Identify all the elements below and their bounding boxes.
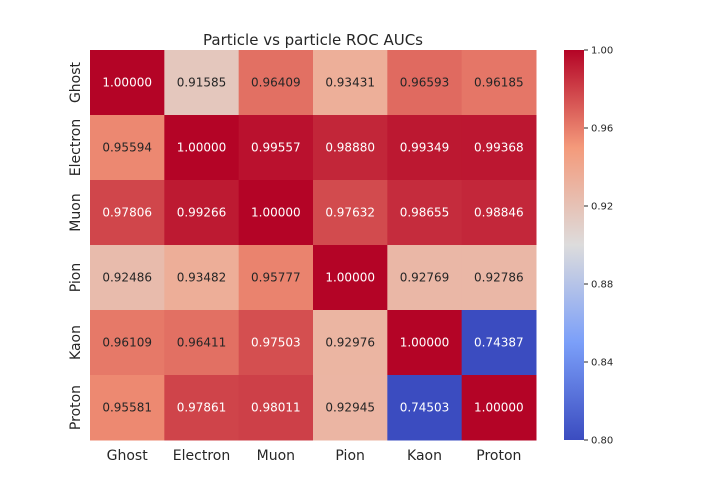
cell-value-label: 1.00000 [400, 336, 450, 350]
colorbar-tick-label: 0.88 [591, 280, 613, 291]
heatmap-cell [387, 50, 463, 116]
colorbar-tick-label: 0.80 [591, 436, 613, 447]
heatmap-cell [238, 180, 314, 246]
y-tick-label: Kaon [68, 325, 84, 360]
cell-value-label: 0.97503 [251, 336, 301, 350]
heatmap-cell [313, 180, 388, 246]
heatmap-cell [238, 375, 314, 441]
x-axis-labels: Ghost Electron Muon Pion Kaon Proton [107, 448, 522, 464]
heatmap-cell [164, 115, 240, 181]
colorbar-gradient [564, 50, 584, 440]
cell-value-label: 0.74503 [400, 401, 450, 415]
cell-value-label: 0.98880 [325, 141, 375, 155]
y-tick-label: Electron [68, 119, 84, 176]
heatmap-cell [238, 115, 314, 181]
y-tick-label: Pion [68, 263, 84, 292]
cell-value-label: 0.96593 [400, 76, 450, 90]
y-axis-labels: Ghost Electron Muon Pion Kaon Proton [68, 61, 84, 430]
heatmap-cell [461, 180, 537, 246]
cell-value-label: 0.97632 [325, 206, 375, 220]
cell-value-label: 0.93431 [325, 76, 375, 90]
cell-value-label: 1.00000 [102, 76, 152, 90]
cell-value-label: 0.95777 [251, 271, 301, 285]
cell-value-label: 0.95594 [102, 141, 152, 155]
heatmap-cell [238, 50, 314, 116]
heatmap-cell [90, 245, 165, 311]
heatmap-cell [164, 375, 240, 441]
cell-value-label: 1.00000 [474, 401, 524, 415]
cell-value-label: 0.96109 [102, 336, 152, 350]
cell-value-label: 0.97806 [102, 206, 152, 220]
colorbar-tick-label: 0.96 [591, 124, 613, 135]
heatmap-cell [90, 50, 165, 116]
cell-value-label: 1.00000 [251, 206, 301, 220]
heatmap-cell [238, 310, 314, 376]
heatmap-cell [90, 180, 165, 246]
cell-value-label: 0.99266 [177, 206, 227, 220]
cell-value-label: 0.97861 [177, 401, 227, 415]
cell-value-label: 0.98011 [251, 401, 301, 415]
y-tick-label: Proton [68, 385, 84, 430]
heatmap-cell [313, 50, 388, 116]
heatmap-cell [461, 245, 537, 311]
heatmap-cell [90, 115, 165, 181]
heatmap-cell [387, 115, 463, 181]
x-tick-label: Muon [257, 448, 295, 464]
heatmap-cell [90, 375, 165, 441]
x-tick-label: Pion [335, 448, 364, 464]
cell-value-label: 0.96411 [177, 336, 227, 350]
y-tick-label: Ghost [68, 61, 84, 103]
heatmap-cell [461, 115, 537, 181]
x-tick-label: Kaon [407, 448, 442, 464]
y-tick-label: Muon [68, 193, 84, 231]
heatmap-cell [387, 180, 463, 246]
colorbar: 0.80 0.84 0.88 0.92 0.96 1.00 [564, 46, 613, 447]
heatmap-cell [313, 115, 388, 181]
colorbar-tick-label: 1.00 [591, 46, 613, 57]
cell-value-label: 0.96409 [251, 76, 301, 90]
cell-value-label: 0.99368 [474, 141, 524, 155]
heatmap-cell [90, 310, 165, 376]
cell-value-label: 0.99557 [251, 141, 301, 155]
cell-value-label: 0.92976 [325, 336, 375, 350]
heatmap-cell [461, 310, 537, 376]
cell-value-label: 0.98846 [474, 206, 524, 220]
cell-value-label: 0.96185 [474, 76, 524, 90]
cell-value-label: 0.91585 [177, 76, 227, 90]
cell-value-label: 0.98655 [400, 206, 450, 220]
heatmap-cell [461, 50, 537, 116]
cell-value-label: 0.99349 [400, 141, 450, 155]
x-tick-label: Proton [476, 448, 521, 464]
cell-value-label: 0.92786 [474, 271, 524, 285]
cell-value-label: 1.00000 [325, 271, 375, 285]
heatmap-cell [313, 245, 388, 311]
x-tick-label: Electron [173, 448, 230, 464]
heatmap-cell [387, 375, 463, 441]
heatmap-cell [313, 310, 388, 376]
colorbar-tick-label: 0.92 [591, 202, 613, 213]
cell-value-label: 1.00000 [177, 141, 227, 155]
heatmap-cell [164, 50, 240, 116]
chart-title: Particle vs particle ROC AUCs [203, 31, 423, 49]
heatmap-cell [164, 180, 240, 246]
heatmap-cell [461, 375, 537, 441]
heatmap-cell [238, 245, 314, 311]
heatmap-cell [164, 245, 240, 311]
heatmap-cell [387, 310, 463, 376]
heatmap-cell [164, 310, 240, 376]
cell-value-label: 0.92486 [102, 271, 152, 285]
colorbar-tick-label: 0.84 [591, 358, 613, 369]
x-tick-label: Ghost [107, 448, 149, 464]
cell-value-label: 0.93482 [177, 271, 227, 285]
heatmap-cell [387, 245, 463, 311]
cell-value-label: 0.92769 [400, 271, 450, 285]
heatmap-cells: 1.00000 0.91585 0.96409 0.93431 0.96593 0.961… [90, 50, 537, 441]
cell-value-label: 0.95581 [102, 401, 152, 415]
cell-value-label: 0.92945 [325, 401, 375, 415]
cell-value-label: 0.74387 [474, 336, 524, 350]
heatmap-cell [313, 375, 388, 441]
